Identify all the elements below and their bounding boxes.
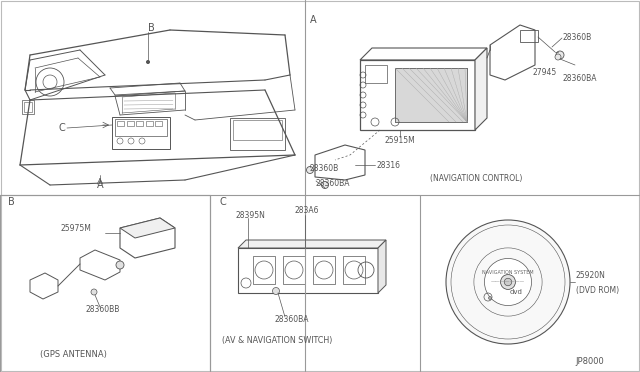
- Text: 25975M: 25975M: [60, 224, 91, 232]
- Bar: [0, 195, 210, 372]
- Bar: [283, 256, 305, 284]
- Text: 28360BB: 28360BB: [85, 305, 120, 314]
- Bar: [24, 102, 32, 112]
- Text: A: A: [310, 15, 317, 25]
- Circle shape: [147, 61, 150, 64]
- Polygon shape: [120, 218, 175, 238]
- Text: (DVD ROM): (DVD ROM): [576, 285, 619, 295]
- Circle shape: [321, 182, 328, 189]
- Text: 28316: 28316: [377, 160, 401, 170]
- Bar: [343, 256, 365, 284]
- Text: A: A: [97, 180, 103, 190]
- Bar: [238, 248, 378, 293]
- Circle shape: [504, 278, 512, 286]
- Text: 28360BA: 28360BA: [316, 179, 351, 187]
- Circle shape: [116, 261, 124, 269]
- Bar: [365, 65, 387, 83]
- Circle shape: [488, 296, 492, 299]
- Text: (GPS ANTENNA): (GPS ANTENNA): [40, 350, 107, 359]
- Bar: [313, 256, 335, 284]
- Text: C: C: [220, 197, 227, 207]
- Text: 25920N: 25920N: [576, 272, 606, 280]
- Bar: [230, 118, 285, 150]
- Text: 25915M: 25915M: [385, 135, 416, 144]
- Circle shape: [500, 275, 515, 289]
- Bar: [155, 121, 162, 126]
- Text: 27945: 27945: [533, 67, 557, 77]
- Text: 28395N: 28395N: [235, 211, 265, 219]
- Text: (NAVIGATION CONTROL): (NAVIGATION CONTROL): [430, 173, 522, 183]
- Text: ———————: ———————: [491, 279, 525, 285]
- Bar: [233, 120, 282, 140]
- Text: 28360B: 28360B: [310, 164, 339, 173]
- Bar: [360, 60, 475, 130]
- Polygon shape: [475, 48, 487, 130]
- Text: B: B: [8, 197, 15, 207]
- Circle shape: [273, 288, 280, 295]
- Bar: [127, 121, 134, 126]
- Polygon shape: [378, 240, 386, 293]
- Text: JP8000: JP8000: [575, 357, 604, 366]
- Circle shape: [484, 259, 532, 305]
- Circle shape: [91, 289, 97, 295]
- Text: 283A6: 283A6: [295, 205, 319, 215]
- Bar: [136, 121, 143, 126]
- Bar: [520, 30, 538, 42]
- Bar: [145, 121, 152, 126]
- Circle shape: [556, 51, 564, 59]
- Text: dvd: dvd: [509, 289, 522, 295]
- Bar: [395, 68, 467, 122]
- Polygon shape: [238, 240, 386, 248]
- Circle shape: [555, 54, 561, 60]
- Bar: [253, 256, 275, 284]
- Text: (AV & NAVIGATION SWITCH): (AV & NAVIGATION SWITCH): [222, 336, 332, 344]
- Circle shape: [446, 220, 570, 344]
- Text: C: C: [58, 123, 65, 133]
- Bar: [115, 119, 167, 136]
- Circle shape: [307, 167, 314, 173]
- Text: 28360B: 28360B: [563, 32, 592, 42]
- Text: B: B: [148, 23, 155, 33]
- Text: 28360BA: 28360BA: [563, 74, 598, 83]
- Text: 28360BA: 28360BA: [275, 315, 310, 324]
- Bar: [22, 100, 34, 114]
- Bar: [395, 68, 467, 122]
- Text: NAVIGATION SYSTEM: NAVIGATION SYSTEM: [482, 269, 534, 275]
- Bar: [112, 117, 170, 149]
- Bar: [117, 121, 124, 126]
